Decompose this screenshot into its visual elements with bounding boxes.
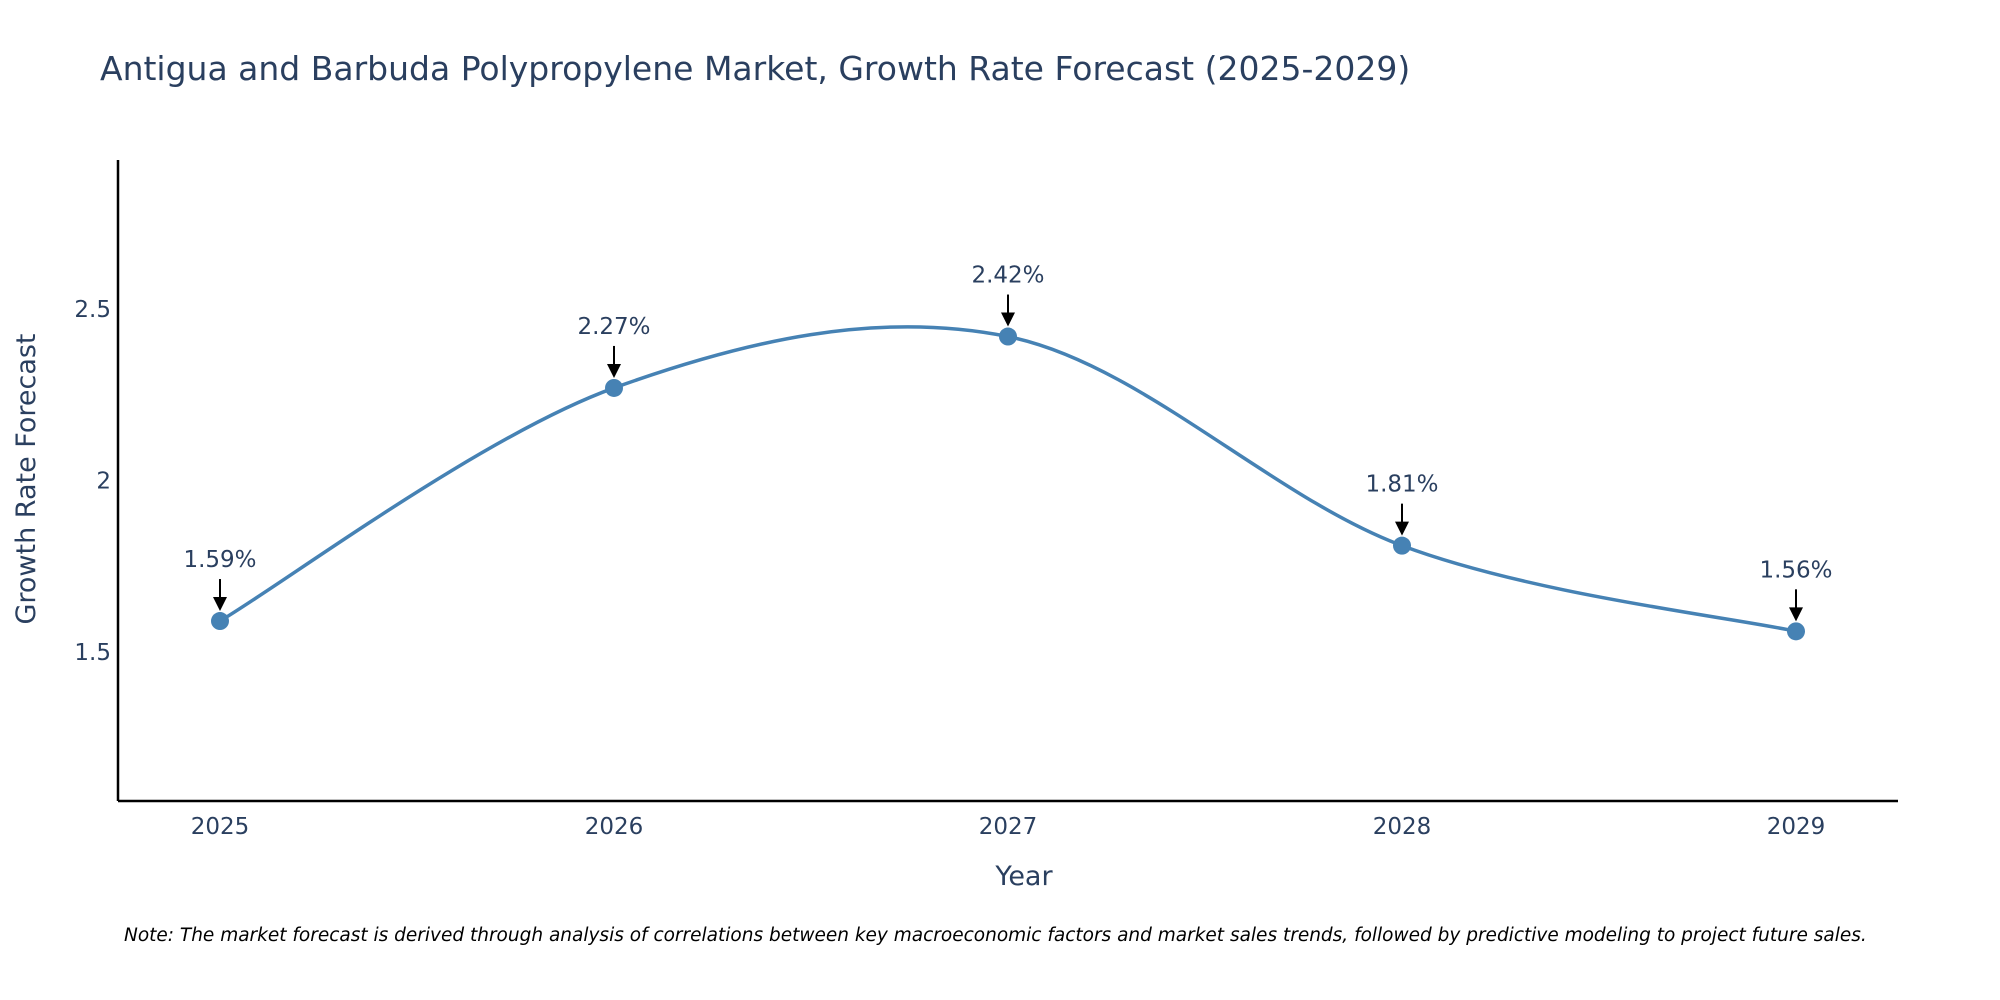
annotation-arrowhead [607, 363, 621, 378]
annotation-arrowhead [1789, 607, 1803, 622]
y-axis-title: Growth Rate Forecast [11, 333, 42, 624]
x-axis-ticks: 2025 2026 2027 2028 2029 [191, 814, 1826, 840]
annotation-arrowhead [213, 597, 227, 612]
series-line [218, 325, 1798, 634]
annotation-arrowhead [1001, 312, 1015, 327]
annotation-arrowhead [1395, 521, 1409, 536]
chart-title: Antigua and Barbuda Polypropylene Market… [100, 49, 1410, 88]
y-tick-label: 2.5 [74, 297, 111, 323]
x-tick-label: 2025 [191, 814, 250, 840]
x-tick-label: 2027 [979, 814, 1038, 840]
data-point [1787, 622, 1805, 641]
axes [116, 160, 1898, 803]
series [211, 325, 1805, 641]
data-label: 1.59% [183, 547, 256, 573]
x-axis-title: Year [994, 861, 1053, 892]
data-point [605, 378, 623, 397]
data-point [1393, 536, 1411, 555]
footnote: Note: The market forecast is derived thr… [124, 925, 1867, 946]
x-tick-label: 2028 [1373, 814, 1432, 840]
y-axis-ticks: 1.5 2 2.5 [74, 297, 111, 666]
data-point [999, 327, 1017, 346]
data-label: 1.56% [1759, 557, 1832, 583]
data-label: 2.27% [577, 314, 650, 340]
x-tick-label: 2026 [585, 814, 644, 840]
y-tick-label: 2 [96, 469, 111, 495]
data-label: 1.81% [1365, 472, 1438, 498]
y-tick-label: 1.5 [74, 640, 111, 666]
annotations: 1.59% 2.27% 2.42% 1.81% 1.56% [183, 263, 1833, 622]
data-label: 2.42% [971, 263, 1044, 289]
x-tick-label: 2029 [1767, 814, 1826, 840]
data-point [211, 612, 229, 631]
